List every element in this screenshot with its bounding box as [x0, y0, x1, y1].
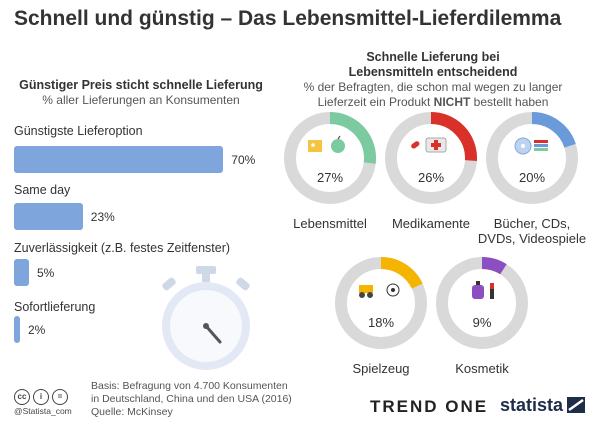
bar-chart-title: Günstiger Preis sticht schnelle Lieferun…: [19, 78, 263, 92]
subtitle-post: bestellt haben: [470, 94, 549, 109]
donut-chart-subtitle-line1: % der Befragten, die schon mal wegen zu …: [303, 80, 563, 94]
donut-label-2: Bücher, CDs, DVDs, Videospiele: [477, 216, 587, 246]
statista-logo-icon: [567, 397, 585, 413]
donut-track-1: [385, 112, 477, 204]
bar-value-1: 23%: [90, 210, 115, 224]
donut-slice-4: [436, 257, 528, 349]
donut-track-3: [335, 257, 427, 349]
subtitle-pre: Lieferzeit ein Produkt: [317, 94, 434, 109]
bar-value-0: 70%: [231, 153, 256, 167]
bar-3: [14, 316, 20, 343]
attribution-icon: i: [33, 389, 49, 405]
donut-chart-header: Schnelle Lieferung bei Lebensmitteln ent…: [275, 50, 591, 109]
donut-slice-0: [284, 112, 376, 204]
donut-slice-3: [335, 257, 427, 349]
donut-value-4: 9%: [472, 315, 492, 330]
media-icon: [514, 137, 548, 155]
donut-chart-title-line1: Schnelle Lieferung bei: [366, 50, 500, 64]
donut-label-1: Medikamente: [391, 216, 471, 231]
bar-0: [14, 146, 224, 173]
source-line-2: in Deutschland, China und den USA (2016): [91, 393, 292, 405]
donut-value-3: 18%: [367, 315, 395, 330]
donut-chart-title-line2: Lebensmitteln entscheidend: [348, 65, 518, 79]
donut-track-0: [284, 112, 376, 204]
bar-1: [14, 203, 83, 230]
medicine-icon: [411, 137, 447, 153]
stopwatch-icon: [162, 266, 250, 370]
subtitle-bold: NICHT: [433, 94, 471, 109]
donut-value-2: 20%: [518, 170, 546, 185]
donut-label-3: Spielzeug: [352, 361, 410, 376]
source-note: Basis: Befragung von 4.700 Konsumenten i…: [91, 380, 292, 419]
statista-logo: statista: [500, 395, 564, 415]
bar-value-2: 5%: [36, 266, 55, 280]
donut-label-4: Kosmetik: [455, 361, 509, 376]
donut-label-0: Lebensmittel: [293, 216, 367, 231]
donut-value-0: 27%: [316, 170, 344, 185]
donut-chart-subtitle-line2: Lieferzeit ein Produkt NICHT bestellt ha…: [275, 95, 591, 110]
donut-track-2: [486, 112, 578, 204]
bar-chart-header: Günstiger Preis sticht schnelle Lieferun…: [14, 78, 268, 108]
license-icons: cc i =: [14, 386, 71, 405]
donut-value-1: 26%: [417, 170, 445, 185]
cosmetics-icon: [472, 281, 494, 299]
noderivs-icon: =: [52, 389, 68, 405]
source-line-3: Quelle: McKinsey: [91, 406, 173, 418]
bar-chart-subtitle: % aller Lieferungen an Konsumenten: [42, 93, 240, 107]
donut-slice-1: [385, 112, 477, 204]
source-line-1: Basis: Befragung von 4.700 Konsumenten: [91, 380, 288, 392]
statista-handle: @Statista_com: [14, 406, 72, 416]
bar-label-1: Same day: [14, 183, 71, 197]
food-icon: [308, 135, 345, 153]
donut-track-4: [436, 257, 528, 349]
cc-icon: cc: [14, 389, 30, 405]
bar-value-3: 2%: [27, 323, 46, 337]
bar-label-3: Sofortlieferung: [14, 300, 96, 314]
bar-2: [14, 259, 29, 286]
bar-label-0: Günstigste Lieferoption: [14, 124, 143, 138]
donut-slice-2: [486, 112, 578, 204]
bar-label-2: Zuverlässigkeit (z.B. festes Zeitfenster…: [14, 241, 231, 255]
trendone-logo: TREND ONE: [370, 397, 489, 416]
chart-title: Schnell und günstig – Das Lebensmittel-L…: [14, 7, 562, 30]
toy-icon: [359, 283, 400, 298]
